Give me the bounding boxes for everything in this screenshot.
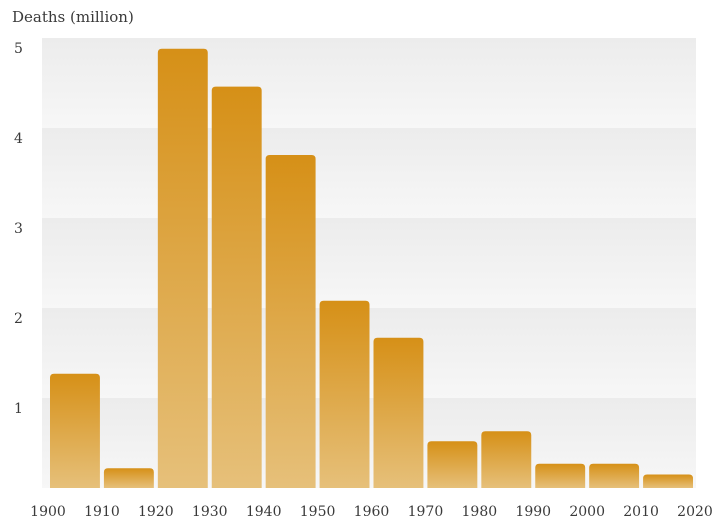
x-tick-label: 1940 xyxy=(246,504,282,520)
bar-1950s xyxy=(319,300,370,488)
x-tick-label: 1980 xyxy=(462,504,498,520)
bars-group xyxy=(50,48,693,489)
x-tick-label: 2000 xyxy=(569,504,605,520)
y-tick-label: 4 xyxy=(14,131,23,147)
x-tick-label: 1910 xyxy=(84,504,120,520)
grid-band xyxy=(42,128,696,218)
bar-1900s xyxy=(50,373,100,488)
x-tick-label: 2020 xyxy=(677,504,713,520)
bar-1920s xyxy=(157,48,208,489)
grid-band xyxy=(42,218,696,308)
y-tick-label: 1 xyxy=(14,401,23,417)
y-axis-label: Deaths (million) xyxy=(12,8,134,26)
x-tick-label: 1970 xyxy=(408,504,444,520)
bar-1910s xyxy=(103,468,154,488)
grid-band xyxy=(42,38,696,128)
y-axis-ticks: 1 2 3 4 5 xyxy=(14,41,23,417)
x-axis-ticks: 1900 1910 1920 1930 1940 1950 1960 1970 1980 1990… xyxy=(30,504,713,520)
x-tick-label: 1990 xyxy=(515,504,551,520)
x-tick-label: 1920 xyxy=(138,504,174,520)
bar-1970s xyxy=(427,441,478,488)
bar-2000s xyxy=(589,463,640,488)
bar-2010s xyxy=(643,474,693,488)
y-tick-label: 3 xyxy=(14,221,23,237)
x-tick-label: 2010 xyxy=(623,504,659,520)
x-tick-label: 1950 xyxy=(300,504,336,520)
bar-1960s xyxy=(373,337,424,488)
x-tick-label: 1960 xyxy=(354,504,390,520)
bar-1940s xyxy=(265,155,316,488)
y-tick-label: 5 xyxy=(14,41,23,57)
bar-1930s xyxy=(211,86,262,488)
bar-1980s xyxy=(481,431,532,488)
x-tick-label: 1900 xyxy=(30,504,66,520)
x-tick-label: 1930 xyxy=(192,504,228,520)
bar-1990s xyxy=(535,463,586,488)
y-tick-label: 2 xyxy=(14,311,23,327)
